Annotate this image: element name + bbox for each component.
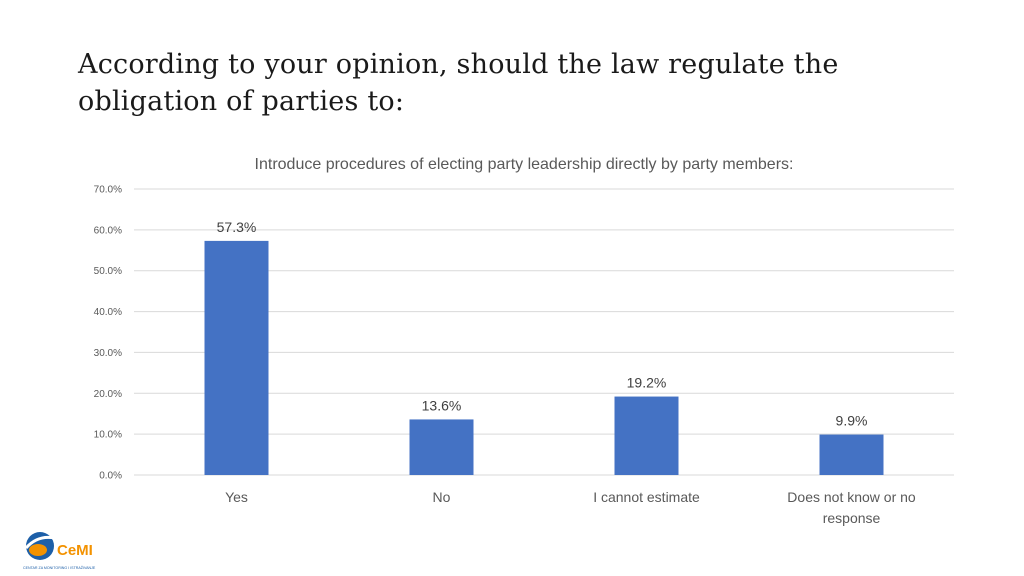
y-tick-label: 30.0% [94,348,122,359]
y-axis-ticks: 0.0% 10.0% 20.0% 30.0% 40.0% 50.0% 60.0% 70.0% [94,185,122,482]
y-tick-label: 0.0% [99,471,122,482]
data-label: 13.6% [422,397,462,413]
y-tick-label: 20.0% [94,389,122,400]
category-label: Does not know or no response [787,489,916,526]
bars [204,240,884,475]
category-labels: Yes No I cannot estimate Does not know or n… [225,489,916,526]
y-tick-label: 50.0% [94,266,122,277]
bar-yes [204,240,269,475]
bar-no [409,419,474,475]
bar-does-not-know-or-no-response [819,434,884,475]
logo-subtext: CENTAR ZA MONITORING I ISTRAŽIVANJE [23,565,96,570]
category-label: No [433,489,451,505]
data-label: 9.9% [836,413,868,429]
gridlines [134,188,954,476]
chart-title: Introduce procedures of electing party l… [255,156,794,173]
y-tick-label: 10.0% [94,430,122,441]
category-label-line: No [433,489,451,505]
y-tick-label: 70.0% [94,185,122,196]
category-label-line: response [823,510,881,526]
category-label-line: Yes [225,489,248,505]
data-label: 57.3% [217,219,257,235]
cemi-logo: CeMI CENTAR ZA MONITORING I ISTRAŽIVANJE [23,532,96,570]
slide-title: According to your opinion, should the la… [78,49,839,117]
bar-i-cannot-estimate [614,396,679,475]
data-label: 19.2% [627,375,667,391]
y-tick-label: 40.0% [94,307,122,318]
category-label: I cannot estimate [593,489,700,505]
logo-wordmark: CeMI [57,542,93,559]
category-label: Yes [225,489,248,505]
category-label-line: Does not know or no [787,489,916,505]
category-label-line: I cannot estimate [593,489,700,505]
data-labels: 57.3% 13.6% 19.2% 9.9% [217,219,868,429]
y-tick-label: 60.0% [94,225,122,236]
